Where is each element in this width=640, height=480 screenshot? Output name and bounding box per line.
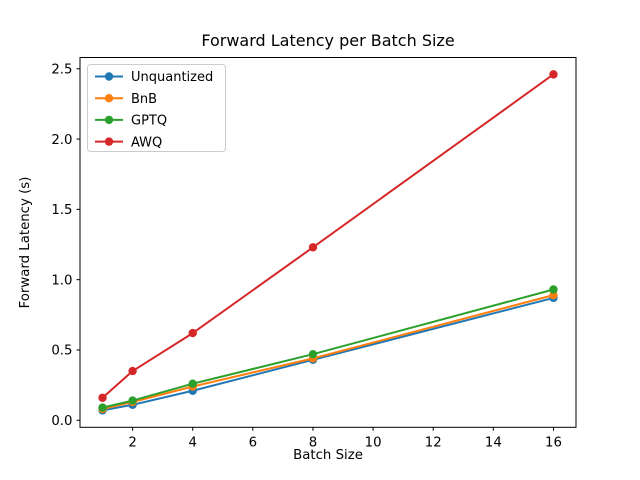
plot-area	[79, 57, 577, 428]
y-tick-label: 2.5	[51, 62, 72, 77]
data-point-awq	[188, 328, 197, 338]
data-point-gptq	[128, 396, 137, 405]
data-point-awq	[549, 70, 558, 79]
legend-label: GPTQ	[131, 114, 167, 129]
legend: Unquantized BnB GPTQ AWQ	[87, 64, 226, 152]
x-tick-label: 4	[188, 435, 196, 450]
legend-item-bnb: BnB	[95, 92, 157, 107]
data-point-gptq	[549, 285, 558, 294]
legend-marker-icon	[104, 115, 114, 125]
legend-label: AWQ	[131, 135, 162, 150]
legend-box	[87, 64, 226, 152]
data-point-awq	[308, 243, 318, 252]
y-axis-ticks: 0.0 0.5 1.0 1.5 2.0 2.5	[51, 62, 80, 429]
x-tick-label: 6	[249, 435, 257, 450]
data-point-gptq	[98, 403, 107, 412]
series-line-gptq	[101, 288, 555, 409]
x-tick-label: 14	[485, 435, 502, 450]
y-axis-label: Forward Latency (s)	[18, 177, 33, 309]
x-axis-ticks: 2 4 6 8 10 12 14 16	[128, 427, 562, 450]
x-tick-label: 16	[545, 435, 562, 450]
y-tick-label: 1.5	[51, 203, 72, 218]
data-point-gptq	[188, 379, 197, 388]
data-point-awq	[98, 393, 107, 402]
legend-label: Unquantized	[131, 70, 213, 85]
legend-marker-icon	[104, 72, 114, 81]
data-series	[98, 70, 558, 415]
data-point-gptq	[308, 349, 318, 359]
legend-marker-icon	[104, 94, 114, 103]
series-line-bnb	[101, 294, 555, 411]
x-tick-label: 2	[128, 435, 136, 450]
legend-item-gptq: GPTQ	[95, 114, 167, 129]
x-axis-label: Batch Size	[293, 448, 363, 463]
legend-label: BnB	[131, 92, 157, 107]
y-tick-label: 1.0	[51, 273, 72, 288]
data-point-awq	[128, 366, 137, 376]
x-tick-label: 10	[365, 435, 382, 450]
legend-marker-icon	[104, 137, 114, 146]
y-tick-label: 0.5	[51, 344, 72, 359]
legend-item-awq: AWQ	[95, 135, 162, 150]
x-tick-label: 8	[309, 435, 317, 450]
y-tick-label: 2.0	[51, 133, 72, 148]
y-tick-label: 0.0	[51, 414, 72, 429]
legend-item-unquantized: Unquantized	[95, 70, 213, 85]
chart-title: Forward Latency per Batch Size	[201, 31, 454, 50]
x-tick-label: 12	[425, 435, 442, 450]
